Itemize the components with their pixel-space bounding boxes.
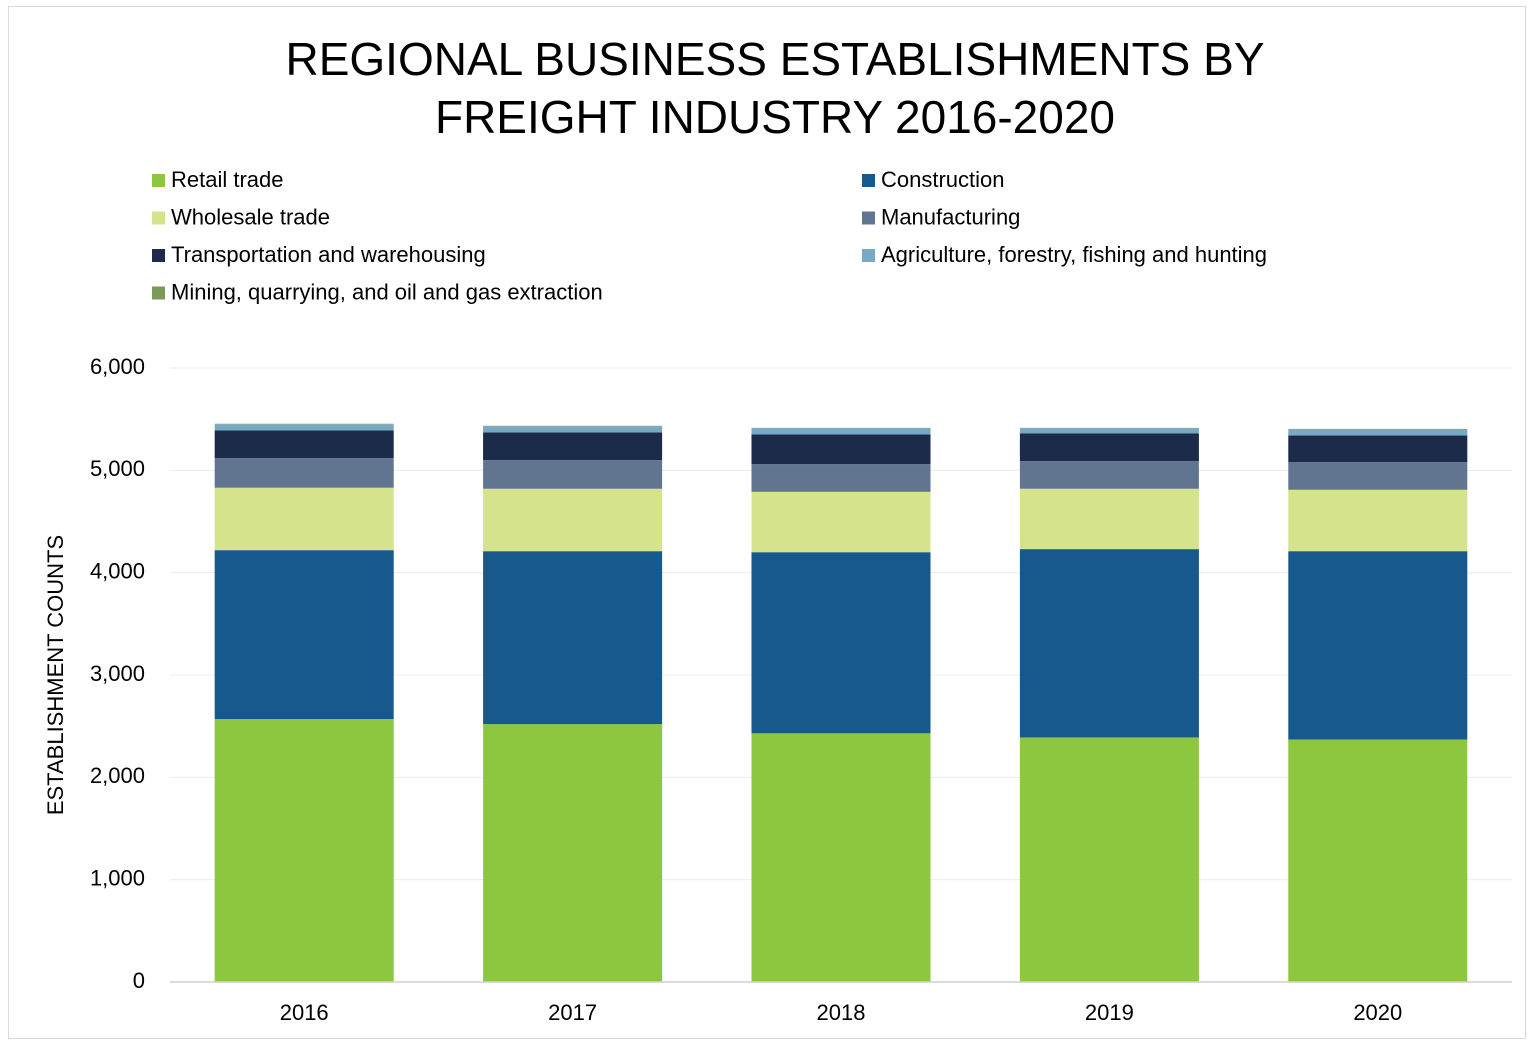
x-tick-label: 2016 (280, 1000, 329, 1025)
bar-segment (1288, 739, 1468, 982)
y-tick-label: 2,000 (90, 763, 145, 788)
chart-frame (8, 6, 1526, 1039)
bar-segment (214, 458, 394, 488)
legend-swatch (862, 174, 875, 187)
bar-segment (1288, 435, 1468, 463)
bar-segment (483, 425, 663, 427)
y-tick-label: 4,000 (90, 558, 145, 583)
y-tick-label: 5,000 (90, 456, 145, 481)
bar-segment (214, 550, 394, 720)
chart-title: REGIONAL BUSINESS ESTABLISHMENTS BY FREI… (285, 33, 1265, 143)
bar-segment (751, 552, 931, 734)
bar-segment (214, 487, 394, 551)
legend-label: Retail trade (171, 167, 284, 192)
legend-swatch (862, 211, 875, 225)
bar-segment (751, 733, 931, 982)
bar-segment (483, 426, 663, 433)
bar-segment (1288, 429, 1468, 436)
bar-segment (1288, 551, 1468, 740)
x-tick-label: 2020 (1353, 1000, 1402, 1025)
bar-segment (483, 724, 663, 982)
legend-swatch (152, 211, 165, 225)
bar-segment (483, 488, 663, 552)
y-tick-label: 6,000 (90, 354, 145, 379)
y-tick-label: 3,000 (90, 661, 145, 686)
bar-segment (483, 551, 663, 725)
bar-segment (751, 428, 931, 435)
legend-swatch (862, 249, 875, 262)
legend-label: Construction (881, 167, 1005, 192)
bar-segment (1019, 549, 1199, 738)
bar-segment (751, 464, 931, 492)
x-tick-label: 2019 (1085, 1000, 1134, 1025)
bar-segment (1019, 737, 1199, 982)
bar-segment (214, 424, 394, 431)
legend-swatch (152, 249, 165, 262)
bar-segment (1288, 428, 1468, 430)
y-tick-label: 1,000 (90, 865, 145, 890)
bar-segment (214, 423, 394, 425)
x-tick-label: 2017 (548, 1000, 597, 1025)
legend-label: Wholesale trade (171, 204, 330, 229)
bar-segment (1288, 489, 1468, 552)
bar-segment (214, 719, 394, 982)
bar-segment (214, 430, 394, 459)
legend-label: Mining, quarrying, and oil and gas extra… (171, 279, 603, 304)
legend-label: Manufacturing (881, 204, 1020, 229)
legend-label: Agriculture, forestry, fishing and hunti… (881, 242, 1267, 267)
bar-segment (1019, 427, 1199, 429)
bar-segment (751, 427, 931, 429)
bar-segment (1019, 461, 1199, 489)
legend-swatch (152, 174, 165, 187)
y-axis-label: ESTABLISHMENT COUNTS (43, 535, 68, 815)
legend-swatch (152, 286, 165, 300)
bar-segment (751, 491, 931, 553)
bar-segment (483, 460, 663, 489)
x-tick-label: 2018 (817, 1000, 866, 1025)
bar-segment (1288, 462, 1468, 490)
bar-segment (1019, 488, 1199, 550)
legend-label: Transportation and warehousing (171, 242, 486, 267)
y-tick-label: 0 (133, 968, 145, 993)
bar-segment (751, 434, 931, 465)
bar-segment (1019, 428, 1199, 434)
bar-segment (1019, 433, 1199, 462)
bar-segment (483, 432, 663, 461)
